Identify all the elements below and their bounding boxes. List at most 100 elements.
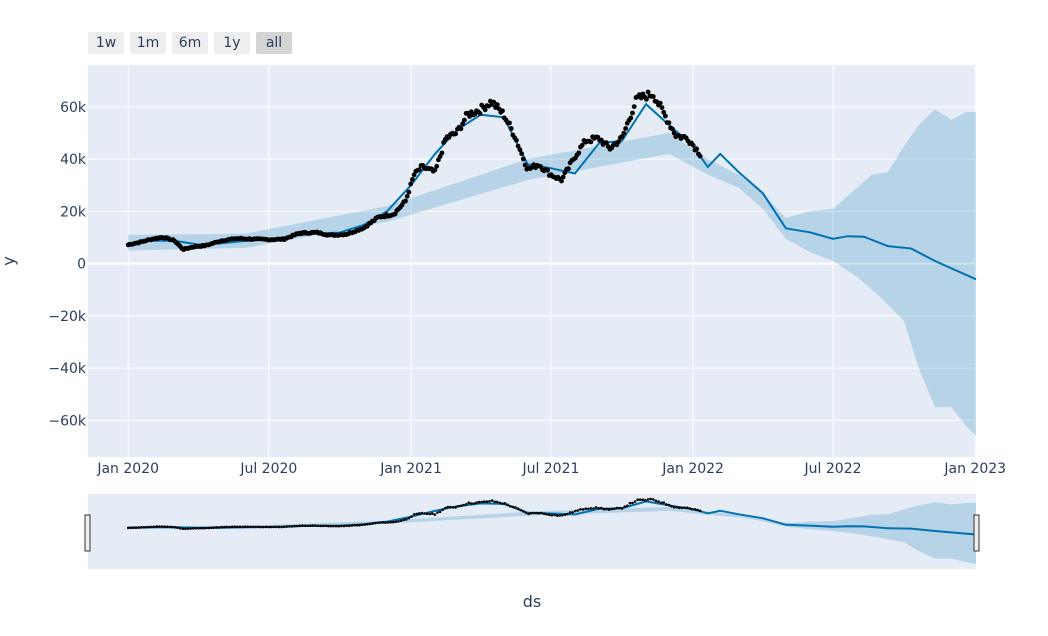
mini-actual-point: [425, 512, 429, 516]
mini-actual-point: [246, 525, 250, 529]
mini-actual-point: [384, 521, 387, 524]
mini-actual-point: [594, 506, 598, 509]
mini-actual-point: [532, 511, 535, 515]
mini-actual-point: [438, 510, 442, 513]
actual-point: [659, 105, 665, 110]
mini-actual-point: [600, 506, 603, 510]
y-grid: [88, 106, 976, 421]
mini-actual-point: [350, 524, 354, 527]
mini-actual-point: [605, 507, 608, 511]
mini-actual-point: [628, 501, 632, 505]
x-tick-label: Jul 2021: [521, 461, 579, 477]
mini-actual-point: [230, 525, 234, 529]
range-slider-right-handle[interactable]: [973, 514, 980, 552]
mini-actual-point: [329, 524, 333, 528]
x-tick-label: Jul 2022: [804, 461, 862, 477]
mini-actual-point: [303, 524, 307, 527]
mini-actual-point: [498, 501, 502, 505]
mini-actual-point: [337, 524, 341, 528]
actual-point: [453, 131, 459, 137]
mini-actual-point: [464, 503, 468, 506]
x-tick-labels: Jan 2020 Jul 2020 Jan 2021 Jul 2021 Jan 2022…: [96, 461, 1006, 477]
mini-actual-point: [511, 505, 515, 509]
range-slider-background[interactable]: [88, 494, 976, 569]
actual-point: [515, 143, 521, 149]
mini-actual-point: [667, 503, 671, 507]
actual-point: [477, 111, 483, 116]
actual-point: [514, 137, 519, 143]
mini-actual-point: [290, 525, 294, 528]
actual-point: [588, 139, 594, 145]
actual-point: [628, 115, 634, 121]
mini-actual-point: [529, 511, 533, 515]
range-button-1w[interactable]: 1w: [88, 32, 124, 54]
x-grid: [127, 65, 976, 457]
mini-actual-point: [592, 507, 595, 510]
mini-actual-point: [454, 506, 458, 509]
mini-actual-point: [225, 525, 229, 529]
mini-actual-point: [636, 498, 639, 502]
mini-actual-point: [514, 506, 517, 509]
range-button-6m[interactable]: 6m: [172, 32, 208, 54]
mini-actual-point: [324, 524, 328, 528]
mini-actual-point: [207, 526, 211, 530]
mini-actual-point: [522, 510, 525, 513]
mini-actual-point: [316, 524, 320, 528]
mini-actual-point: [368, 522, 372, 526]
mini-actual-point: [259, 525, 263, 529]
mini-actual-point: [678, 506, 681, 510]
range-slider-left-handle[interactable]: [84, 514, 91, 552]
mini-actual-point: [563, 513, 567, 516]
mini-actual-point: [241, 525, 244, 529]
mini-actual-point: [282, 525, 286, 529]
mini-actual-point: [470, 502, 473, 505]
mini-actual-point: [262, 525, 265, 529]
actual-point: [458, 126, 464, 132]
range-button-1m[interactable]: 1m: [130, 32, 166, 54]
actual-point: [500, 108, 505, 114]
mini-actual-point: [540, 511, 543, 515]
mini-actual-point: [251, 525, 255, 529]
actual-point: [621, 130, 627, 136]
mini-actual-point: [173, 526, 177, 529]
mini-actual-point: [158, 525, 161, 528]
mini-actual-point: [506, 503, 510, 507]
actual-point: [508, 126, 514, 131]
actual-point: [645, 89, 651, 95]
mini-actual-point: [301, 524, 304, 527]
x-tick-label: Jul 2020: [239, 461, 297, 477]
range-button-1y[interactable]: 1y: [214, 32, 250, 54]
main-plot-area[interactable]: [88, 65, 976, 457]
mini-actual-point: [285, 525, 289, 528]
y-tick-label: 40k: [60, 152, 87, 168]
mini-actual-point: [555, 514, 559, 517]
y-tick-label: 0: [77, 257, 86, 273]
mini-actual-point: [155, 525, 159, 528]
mini-actual-point: [189, 527, 192, 530]
actual-point: [434, 163, 440, 169]
actual-point: [598, 137, 604, 143]
mini-actual-point: [428, 512, 432, 516]
mini-actual-point: [649, 497, 652, 501]
mini-actual-point: [412, 513, 416, 516]
mini-actual-point: [165, 525, 169, 529]
mini-actual-point: [280, 525, 283, 529]
range-button-all[interactable]: all: [256, 32, 292, 54]
mini-actual-point: [210, 526, 213, 530]
actual-point: [671, 130, 677, 136]
mini-actual-point: [537, 511, 541, 515]
mini-actual-point: [553, 513, 556, 517]
mini-actual-point: [254, 525, 257, 529]
mini-actual-point: [574, 509, 577, 513]
mini-actual-point: [459, 504, 463, 508]
actual-point: [630, 110, 635, 116]
mini-actual-point: [223, 525, 226, 529]
mini-actual-point: [288, 525, 291, 528]
mini-actual-point: [152, 525, 156, 529]
mini-actual-point: [688, 507, 691, 510]
mini-actual-point: [293, 524, 296, 528]
mini-actual-point: [587, 507, 590, 511]
mini-actual-point: [662, 501, 665, 504]
mini-actual-point: [197, 526, 200, 530]
x-tick-label: Jan 2020: [96, 461, 159, 477]
